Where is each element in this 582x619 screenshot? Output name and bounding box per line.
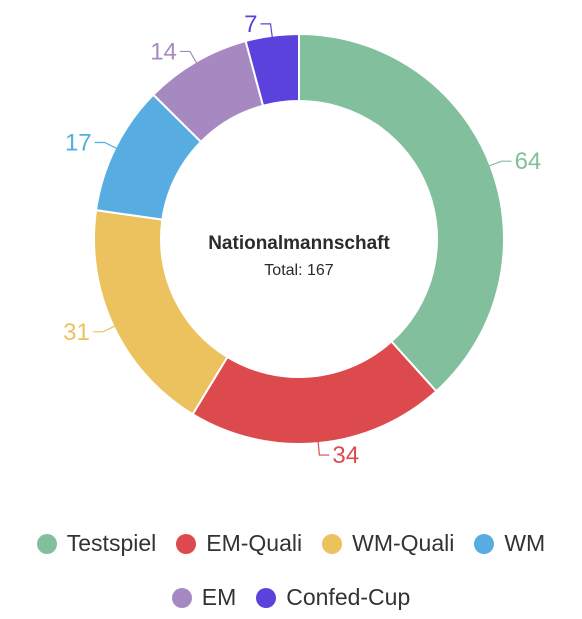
value-label: 7 bbox=[244, 11, 257, 38]
legend-item-confed-cup[interactable]: Confed-Cup bbox=[256, 584, 410, 611]
legend-row-1: Testspiel EM-Quali WM-Quali WM bbox=[0, 530, 582, 557]
value-label: 31 bbox=[63, 319, 90, 346]
value-label: 17 bbox=[65, 129, 92, 156]
legend-swatch bbox=[474, 533, 495, 554]
donut-slices bbox=[93, 32, 505, 445]
donut-chart: 64 34 31 17 14 7 Nationalmannschaft Total: 16… bbox=[63, 11, 541, 469]
legend-item-em[interactable]: EM bbox=[171, 584, 237, 611]
legend-swatch bbox=[322, 533, 343, 554]
legend-label: EM bbox=[201, 584, 237, 610]
legend-label: WM-Quali bbox=[352, 530, 455, 556]
value-label: 64 bbox=[515, 148, 542, 175]
legend-label: WM bbox=[504, 530, 546, 556]
slice-em-quali[interactable] bbox=[191, 340, 438, 445]
legend-swatch bbox=[256, 587, 277, 608]
legend-item-wm-quali[interactable]: WM-Quali bbox=[322, 530, 454, 557]
legend-item-testspiel[interactable]: Testspiel bbox=[36, 530, 157, 557]
value-label: 34 bbox=[332, 442, 359, 469]
legend-item-wm[interactable]: WM bbox=[474, 530, 545, 557]
chart-center-total: Total: 167 bbox=[264, 262, 333, 279]
label-connector bbox=[179, 50, 198, 64]
legend-swatch bbox=[36, 533, 57, 554]
label-connector bbox=[488, 160, 512, 167]
slice-confed-cup[interactable] bbox=[244, 32, 300, 107]
value-labels: 64 34 31 17 14 7 bbox=[63, 11, 541, 469]
legend-item-em-quali[interactable]: EM-Quali bbox=[176, 530, 302, 557]
value-label: 14 bbox=[150, 38, 177, 65]
legend-label: Confed-Cup bbox=[286, 584, 411, 610]
chart-center-title: Nationalmannschaft bbox=[208, 233, 390, 254]
legend-swatch bbox=[171, 587, 192, 608]
label-connector bbox=[317, 441, 330, 456]
slice-testspiel[interactable] bbox=[298, 32, 505, 393]
label-connector bbox=[92, 325, 116, 333]
legend-swatch bbox=[176, 533, 197, 554]
legend-label: Testspiel bbox=[66, 530, 157, 556]
label-connector bbox=[94, 141, 118, 150]
legend-label: EM-Quali bbox=[206, 530, 303, 556]
label-connector bbox=[260, 23, 273, 38]
legend-row-2: EM Confed-Cup bbox=[0, 584, 582, 611]
